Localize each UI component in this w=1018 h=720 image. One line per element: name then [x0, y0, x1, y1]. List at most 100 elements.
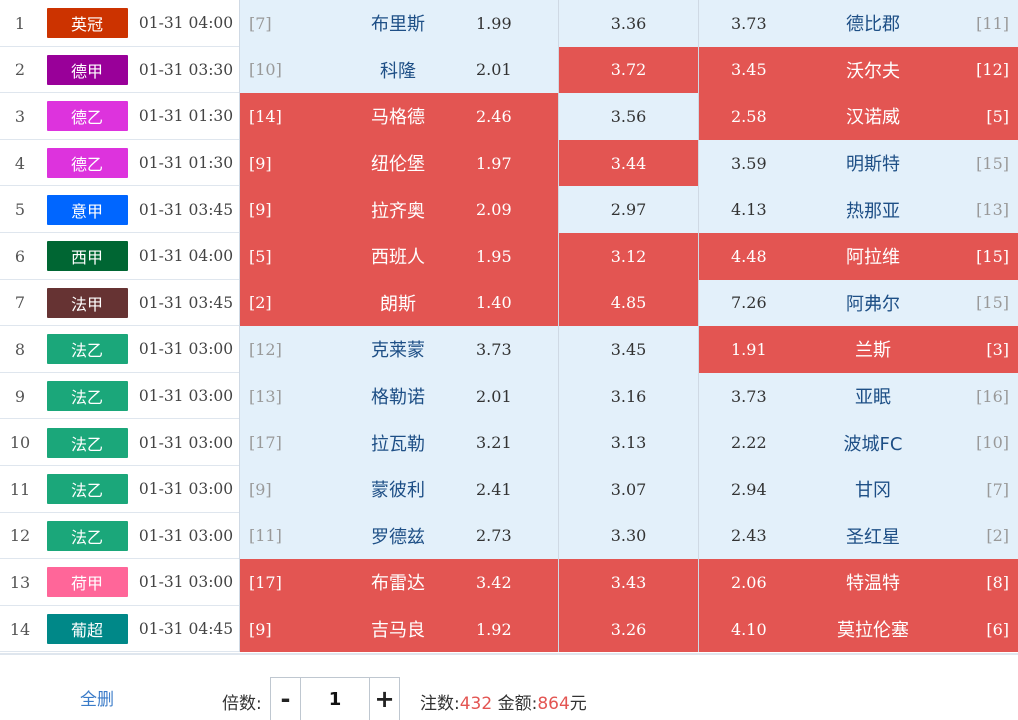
home-win-option[interactable]: [13] 格勒诺 2.01 — [239, 372, 558, 420]
away-win-option[interactable]: 2.43 圣红星 [2] — [698, 512, 1018, 560]
home-win-option[interactable]: [14] 马格德 2.46 — [239, 93, 558, 140]
home-win-option[interactable]: [7] 布里斯 1.99 — [239, 0, 558, 47]
draw-option[interactable]: 3.07 — [558, 465, 698, 513]
lose-odds: 3.73 — [731, 386, 767, 406]
match-row: 3 德乙 01-31 01:30 [14] 马格德 2.46 3.56 2.58 汉诺威 [5] — [0, 93, 1018, 140]
match-number: 9 — [14, 386, 26, 406]
away-team: 兰斯 — [855, 340, 891, 362]
home-win-option[interactable]: [17] 拉瓦勒 3.21 — [239, 419, 558, 466]
away-rank: [15] — [976, 246, 1009, 266]
draw-option[interactable]: 3.16 — [558, 372, 698, 420]
home-win-option[interactable]: [11] 罗德兹 2.73 — [239, 512, 558, 560]
multiplier-input[interactable] — [301, 678, 369, 720]
draw-option[interactable]: 3.36 — [558, 0, 698, 47]
home-team: 纽伦堡 — [371, 154, 425, 176]
home-win-option[interactable]: [10] 科隆 2.01 — [239, 46, 558, 94]
win-odds: 2.41 — [476, 479, 512, 499]
lose-odds: 2.58 — [731, 106, 767, 126]
win-odds: 2.09 — [476, 200, 512, 220]
away-win-option[interactable]: 4.13 热那亚 [13] — [698, 186, 1018, 233]
away-win-option[interactable]: 2.06 特温特 [8] — [698, 559, 1018, 606]
away-win-option[interactable]: 7.26 阿弗尔 [15] — [698, 279, 1018, 327]
away-team: 波城FC — [843, 433, 903, 455]
away-win-option[interactable]: 4.48 阿拉维 [15] — [698, 232, 1018, 280]
away-rank: [12] — [976, 60, 1009, 80]
increment-button[interactable]: + — [369, 678, 399, 720]
draw-option[interactable]: 3.26 — [558, 605, 698, 653]
win-odds: 1.92 — [476, 619, 512, 639]
draw-option[interactable]: 3.72 — [558, 46, 698, 94]
league-cell: 意甲 — [40, 186, 134, 233]
match-table: 1 英冠 01-31 04:00 [7] 布里斯 1.99 3.36 3.73 德比郡 [11] 2… — [0, 0, 1018, 653]
match-number: 11 — [9, 479, 31, 499]
match-row: 13 荷甲 01-31 03:00 [17] 布雷达 3.42 3.43 2.06 特温特 [8] — [0, 559, 1018, 606]
home-team: 马格德 — [371, 107, 425, 129]
away-win-option[interactable]: 3.45 沃尔夫 [12] — [698, 46, 1018, 94]
amount-value: 864 — [537, 694, 570, 714]
home-win-option[interactable]: [9] 蒙彼利 2.41 — [239, 465, 558, 513]
match-time: 01-31 03:30 — [138, 60, 234, 79]
home-win-option[interactable]: [9] 拉齐奥 2.09 — [239, 186, 558, 233]
draw-odds: 4.85 — [610, 293, 647, 313]
home-rank: [9] — [249, 479, 272, 499]
draw-option[interactable]: 3.44 — [558, 139, 698, 187]
league-badge: 法乙 — [46, 474, 128, 505]
away-win-option[interactable]: 4.10 莫拉伦塞 [6] — [698, 605, 1018, 653]
draw-option[interactable]: 3.45 — [558, 326, 698, 373]
lose-odds: 1.91 — [731, 339, 767, 359]
home-win-option[interactable]: [9] 吉马良 1.92 — [239, 605, 558, 653]
match-number: 13 — [9, 572, 31, 592]
home-team: 科隆 — [380, 60, 416, 82]
match-time: 01-31 01:30 — [138, 107, 234, 126]
match-time: 01-31 04:45 — [138, 620, 234, 639]
decrement-button[interactable]: - — [271, 678, 301, 720]
draw-odds: 3.16 — [610, 386, 647, 406]
home-rank: [9] — [249, 153, 272, 173]
match-row: 14 葡超 01-31 04:45 [9] 吉马良 1.92 3.26 4.10 莫拉伦塞 [6] — [0, 605, 1018, 653]
home-win-option[interactable]: [2] 朗斯 1.40 — [239, 279, 558, 327]
away-win-option[interactable]: 2.94 甘冈 [7] — [698, 465, 1018, 513]
draw-option[interactable]: 3.13 — [558, 419, 698, 466]
match-time: 01-31 03:00 — [138, 573, 234, 592]
away-win-option[interactable]: 3.73 亚眠 [16] — [698, 372, 1018, 420]
match-time: 01-31 03:00 — [138, 526, 234, 545]
league-badge: 法甲 — [46, 287, 128, 318]
home-win-option[interactable]: [17] 布雷达 3.42 — [239, 559, 558, 606]
draw-option[interactable]: 3.56 — [558, 93, 698, 140]
multiplier-label: 倍数: — [222, 694, 262, 714]
league-badge: 意甲 — [46, 194, 128, 225]
draw-option[interactable]: 4.85 — [558, 279, 698, 327]
draw-odds: 3.44 — [610, 153, 647, 173]
match-time: 01-31 04:00 — [138, 247, 234, 266]
home-rank: [7] — [249, 13, 272, 33]
league-cell: 法乙 — [40, 513, 134, 560]
away-team: 甘冈 — [855, 480, 891, 502]
lose-odds: 4.48 — [731, 246, 767, 266]
away-win-option[interactable]: 3.73 德比郡 [11] — [698, 0, 1018, 47]
draw-option[interactable]: 2.97 — [558, 186, 698, 233]
away-win-option[interactable]: 2.58 汉诺威 [5] — [698, 93, 1018, 140]
draw-option[interactable]: 3.12 — [558, 232, 698, 280]
home-win-option[interactable]: [9] 纽伦堡 1.97 — [239, 139, 558, 187]
away-win-option[interactable]: 1.91 兰斯 [3] — [698, 326, 1018, 373]
home-win-option[interactable]: [5] 西班人 1.95 — [239, 232, 558, 280]
clear-all-link[interactable]: 全删 — [80, 690, 114, 710]
league-badge: 德乙 — [46, 148, 128, 179]
away-rank: [15] — [976, 153, 1009, 173]
win-odds: 3.42 — [476, 572, 512, 592]
away-win-option[interactable]: 2.22 波城FC [10] — [698, 419, 1018, 466]
league-cell: 德甲 — [40, 47, 134, 94]
home-rank: [17] — [249, 433, 282, 453]
draw-option[interactable]: 3.43 — [558, 559, 698, 606]
away-win-option[interactable]: 3.59 明斯特 [15] — [698, 139, 1018, 187]
win-odds: 1.95 — [476, 246, 512, 266]
league-cell: 法甲 — [40, 280, 134, 327]
away-rank: [5] — [986, 106, 1009, 126]
league-cell: 英冠 — [40, 0, 134, 47]
bets-count-label: 注数: — [420, 694, 460, 714]
match-row: 12 法乙 01-31 03:00 [11] 罗德兹 2.73 3.30 2.43 圣红星 [2] — [0, 512, 1018, 560]
home-win-option[interactable]: [12] 克莱蒙 3.73 — [239, 326, 558, 373]
league-badge: 西甲 — [46, 241, 128, 272]
draw-option[interactable]: 3.30 — [558, 512, 698, 560]
league-cell: 法乙 — [40, 466, 134, 513]
